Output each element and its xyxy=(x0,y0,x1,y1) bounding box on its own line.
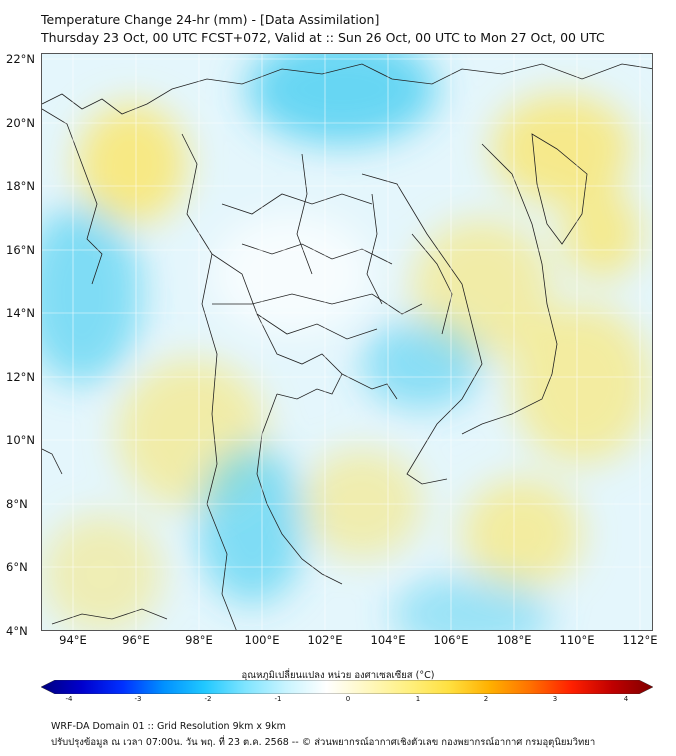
lat-lon-grid xyxy=(42,54,652,630)
footer-update-info: ปรับปรุงข้อมูล ณ เวลา 07:00น. วัน พฤ. ที… xyxy=(51,737,596,748)
colorbar-title: อุณหภูมิเปลี่ยนแปลง หน่วย องศาเซลเซียส (… xyxy=(241,670,435,681)
colorbar-tick: -2 xyxy=(204,695,212,703)
lon-label-100e: 100°E xyxy=(244,633,280,647)
lat-label-10n: 10°N xyxy=(6,433,35,447)
colorbar-tick: 0 xyxy=(345,695,351,703)
map-area xyxy=(41,53,653,631)
lat-label-8n: 8°N xyxy=(6,497,28,511)
lat-label-6n: 6°N xyxy=(6,560,28,574)
footer-model-info: WRF-DA Domain 01 :: Grid Resolution 9km … xyxy=(51,721,286,732)
lat-label-16n: 16°N xyxy=(6,243,35,257)
lon-label-106e: 106°E xyxy=(433,633,469,647)
lat-label-4n: 4°N xyxy=(6,624,28,638)
colorbar-tick: -4 xyxy=(65,695,73,703)
lon-label-104e: 104°E xyxy=(370,633,406,647)
temperature-change-map xyxy=(42,54,652,630)
lat-label-12n: 12°N xyxy=(6,370,35,384)
lat-label-22n: 22°N xyxy=(6,52,35,66)
coastlines-and-borders xyxy=(42,63,652,630)
colorbar-tick: 2 xyxy=(483,695,489,703)
lon-label-98e: 98°E xyxy=(185,633,213,647)
colorbar-tick: -3 xyxy=(134,695,142,703)
colorbar-tick: 1 xyxy=(415,695,421,703)
lon-label-96e: 96°E xyxy=(122,633,150,647)
lon-label-112e: 112°E xyxy=(622,633,658,647)
colorbar-tick: 3 xyxy=(552,695,558,703)
lon-label-108e: 108°E xyxy=(496,633,532,647)
lat-label-20n: 20°N xyxy=(6,116,35,130)
colorbar-graphic xyxy=(40,679,654,695)
lon-label-102e: 102°E xyxy=(307,633,343,647)
map-title: Temperature Change 24-hr (mm) - [Data As… xyxy=(41,12,380,27)
map-subtitle: Thursday 23 Oct, 00 UTC FCST+072, Valid … xyxy=(41,30,605,45)
lon-label-110e: 110°E xyxy=(559,633,595,647)
lat-label-14n: 14°N xyxy=(6,306,35,320)
lat-label-18n: 18°N xyxy=(6,179,35,193)
colorbar-tick: 4 xyxy=(623,695,629,703)
colorbar xyxy=(40,679,654,695)
lon-label-94e: 94°E xyxy=(59,633,87,647)
colorbar-tick: -1 xyxy=(274,695,282,703)
